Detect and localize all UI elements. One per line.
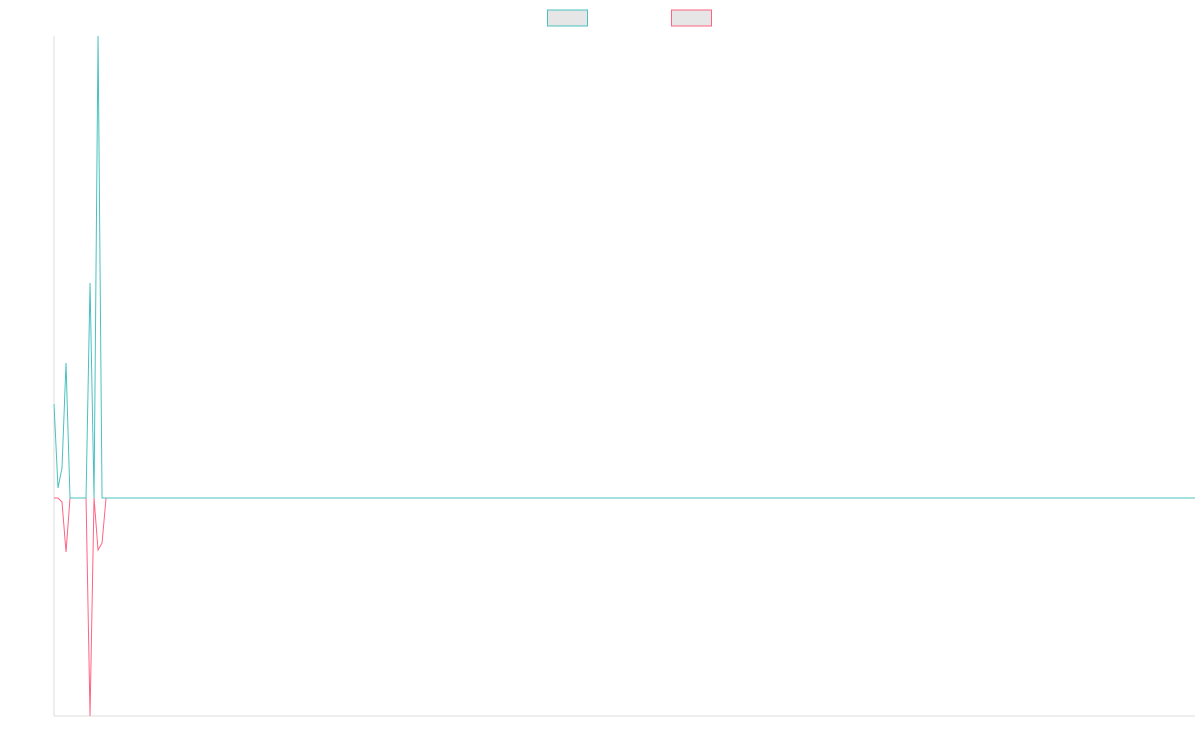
legend-swatch [671,9,712,27]
line-series [53,35,1195,499]
line-series [54,497,1195,717]
legend-swatch [547,9,588,27]
